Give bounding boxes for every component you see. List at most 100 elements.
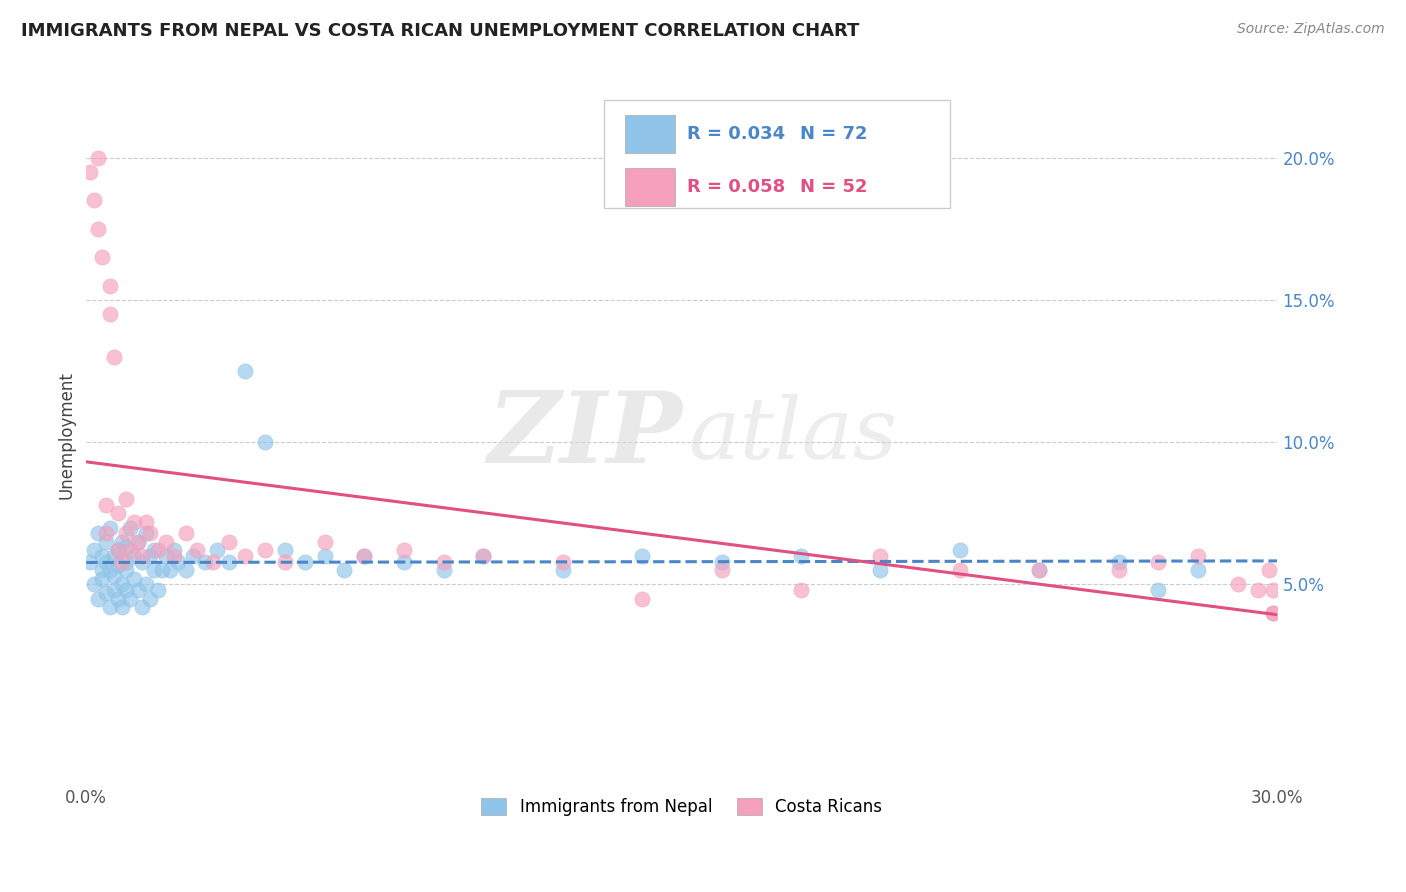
Point <box>122 549 145 563</box>
Point <box>1147 555 1170 569</box>
Point <box>274 543 297 558</box>
Text: N = 52: N = 52 <box>800 178 868 195</box>
Point <box>433 563 456 577</box>
Point <box>79 165 101 179</box>
Point <box>1226 577 1249 591</box>
Point <box>91 563 114 577</box>
Point <box>472 549 495 563</box>
Point <box>1258 563 1281 577</box>
Point <box>174 563 197 577</box>
Point <box>91 250 114 264</box>
Point <box>155 534 177 549</box>
Y-axis label: Unemployment: Unemployment <box>58 371 75 499</box>
Text: ZIP: ZIP <box>486 387 682 483</box>
Point <box>98 600 121 615</box>
Point <box>115 526 138 541</box>
Point <box>83 543 105 558</box>
Point <box>139 591 162 606</box>
Point <box>233 549 256 563</box>
Point <box>142 543 165 558</box>
Point <box>710 563 733 577</box>
Point <box>1028 563 1050 577</box>
Point <box>146 583 169 598</box>
Point <box>103 549 125 563</box>
Point <box>94 586 117 600</box>
Point <box>174 526 197 541</box>
Point <box>107 591 129 606</box>
Point <box>135 577 157 591</box>
Point <box>131 555 153 569</box>
Point <box>710 555 733 569</box>
Point <box>353 549 375 563</box>
Point <box>122 572 145 586</box>
Legend: Immigrants from Nepal, Costa Ricans: Immigrants from Nepal, Costa Ricans <box>472 789 891 824</box>
Point <box>127 534 149 549</box>
Point <box>1187 549 1209 563</box>
Point <box>218 534 240 549</box>
FancyBboxPatch shape <box>624 168 675 206</box>
Point <box>91 572 114 586</box>
Point <box>949 543 972 558</box>
Point <box>91 549 114 563</box>
Point <box>131 600 153 615</box>
Point <box>949 563 972 577</box>
Point <box>253 435 276 450</box>
Point <box>333 563 356 577</box>
Point <box>118 591 141 606</box>
Point <box>107 506 129 520</box>
Point <box>98 307 121 321</box>
Point <box>869 549 891 563</box>
Point <box>111 577 134 591</box>
Point <box>127 583 149 598</box>
Point <box>118 543 141 558</box>
Text: R = 0.058: R = 0.058 <box>686 178 785 195</box>
Point <box>186 543 208 558</box>
Text: N = 72: N = 72 <box>800 125 868 143</box>
Point <box>111 555 134 569</box>
Point <box>1263 606 1285 620</box>
Point <box>107 543 129 558</box>
Point <box>166 555 188 569</box>
Point <box>135 515 157 529</box>
Point <box>94 534 117 549</box>
Point <box>1187 563 1209 577</box>
Point <box>103 569 125 583</box>
Point <box>115 555 138 569</box>
Point <box>94 498 117 512</box>
Point <box>162 543 184 558</box>
Point <box>79 555 101 569</box>
Point <box>183 549 205 563</box>
Point <box>353 549 375 563</box>
Point <box>115 492 138 507</box>
FancyBboxPatch shape <box>605 100 950 209</box>
Point <box>111 534 134 549</box>
Point <box>294 555 316 569</box>
Point <box>1246 583 1268 598</box>
Point <box>207 543 229 558</box>
Point <box>115 541 138 555</box>
Point <box>314 549 336 563</box>
Point <box>162 549 184 563</box>
Point <box>218 555 240 569</box>
Point <box>135 526 157 541</box>
Point <box>869 563 891 577</box>
Point <box>87 526 110 541</box>
Point <box>233 364 256 378</box>
Point <box>103 350 125 364</box>
Point <box>1263 606 1285 620</box>
Point <box>790 549 813 563</box>
Point <box>274 555 297 569</box>
Point <box>551 563 574 577</box>
Point <box>139 549 162 563</box>
Point <box>94 526 117 541</box>
Point <box>118 520 141 534</box>
Point <box>115 563 138 577</box>
Point <box>631 591 654 606</box>
Point <box>1108 563 1130 577</box>
Point <box>87 221 110 235</box>
Point <box>631 549 654 563</box>
Point <box>551 555 574 569</box>
Point <box>1147 583 1170 598</box>
Point <box>146 543 169 558</box>
Point <box>107 543 129 558</box>
